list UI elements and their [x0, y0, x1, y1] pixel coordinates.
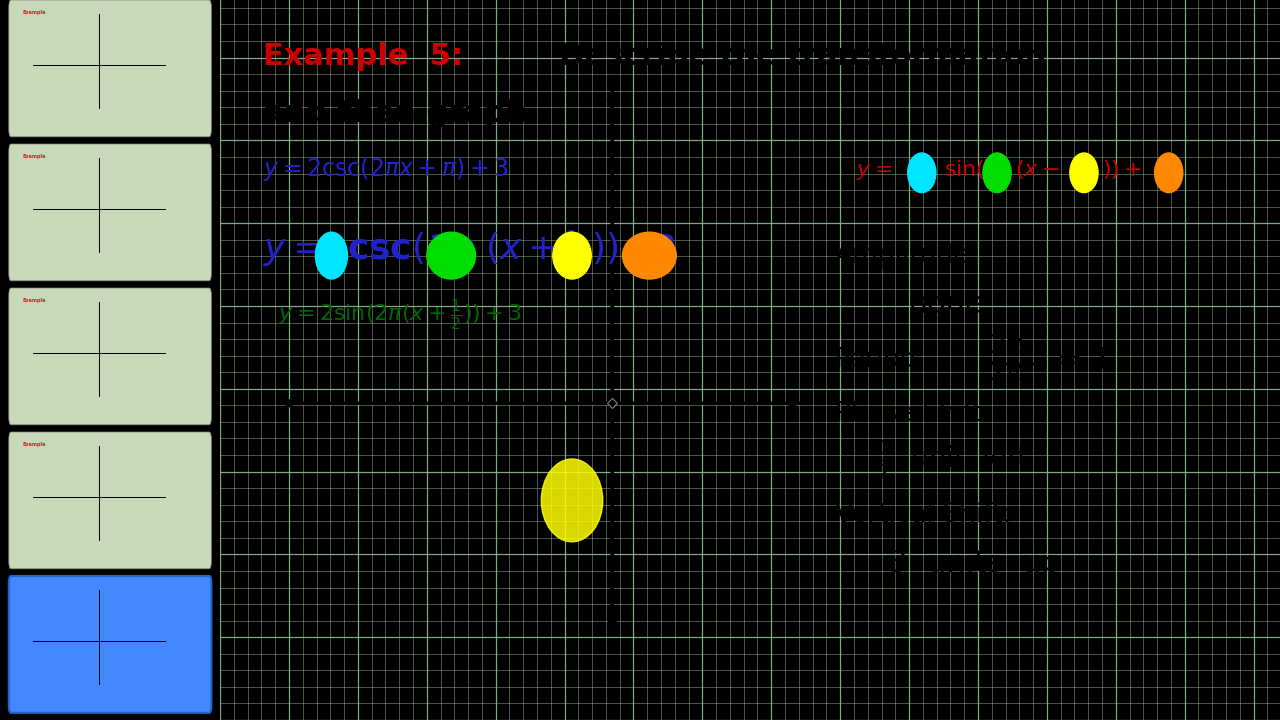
Text: $+3$: $+3$	[623, 232, 676, 266]
FancyBboxPatch shape	[9, 576, 211, 713]
Text: $D$: $D$	[1075, 161, 1093, 181]
Text: $A$: $A$	[914, 161, 932, 181]
Text: $(x + $: $(x + $	[485, 230, 556, 266]
Text: $y = 2\csc(2\pi x + \pi) + 3$: $y = 2\csc(2\pi x + \pi) + 3$	[262, 156, 508, 184]
Text: = 1: = 1	[1057, 346, 1112, 374]
Text: Describe the transformation: Describe the transformation	[538, 42, 1047, 71]
Text: $y = 2\sin(2\pi(x+\frac{1}{2}))+3$: $y = 2\sin(2\pi(x+\frac{1}{2}))+3$	[279, 297, 522, 332]
Text: Example: Example	[22, 442, 46, 447]
Text: $y = $: $y = $	[262, 234, 320, 268]
FancyBboxPatch shape	[9, 432, 211, 569]
Text: and then graph.: and then graph.	[262, 99, 539, 128]
Text: $\mathrm{sin}($: $\mathrm{sin}($	[945, 158, 984, 181]
Text: Example: Example	[22, 298, 46, 303]
Text: $B$: $B$	[989, 161, 1005, 181]
Text: Vertical Shift:: Vertical Shift:	[835, 502, 1011, 528]
Text: $(x -$: $(x -$	[1015, 158, 1060, 181]
Text: $\frac{1}{2}$  unit  left: $\frac{1}{2}$ unit left	[877, 438, 1029, 481]
Text: $))$: $))$	[591, 230, 618, 266]
Text: $y = $: $y = $	[856, 163, 892, 182]
Text: $2\pi$: $2\pi$	[988, 360, 1024, 386]
Text: $\frac{1}{2}$: $\frac{1}{2}$	[564, 228, 580, 274]
Text: $C$: $C$	[1160, 161, 1178, 181]
Text: $2\pi$: $2\pi$	[428, 232, 475, 266]
Text: 3  units  up: 3 units up	[888, 549, 1060, 578]
Text: none: none	[909, 290, 986, 319]
FancyBboxPatch shape	[9, 144, 211, 281]
Text: Amplitude:: Amplitude:	[835, 243, 979, 269]
FancyBboxPatch shape	[9, 0, 211, 137]
Text: Phase Shift:: Phase Shift:	[835, 401, 991, 427]
Text: $2\pi$: $2\pi$	[988, 333, 1024, 359]
Text: $)) +$: $)) +$	[1102, 158, 1142, 181]
FancyBboxPatch shape	[9, 576, 211, 713]
Text: Example: Example	[22, 154, 46, 159]
Text: Example  5:: Example 5:	[262, 42, 462, 71]
Text: Example: Example	[22, 10, 46, 15]
Text: Period:: Period:	[835, 347, 927, 373]
Text: $2$: $2$	[321, 232, 342, 266]
FancyBboxPatch shape	[9, 288, 211, 425]
Text: $\mathbf{csc}($: $\mathbf{csc}($	[347, 230, 425, 266]
